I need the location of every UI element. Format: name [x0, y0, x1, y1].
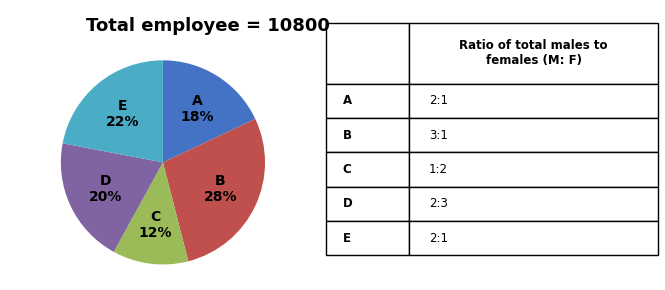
Text: Ratio of total males to
females (M: F): Ratio of total males to females (M: F): [460, 39, 608, 67]
Text: C
12%: C 12%: [138, 210, 172, 240]
Text: E: E: [342, 231, 350, 244]
Bar: [409, 186, 658, 221]
Wedge shape: [63, 60, 163, 162]
Text: B
28%: B 28%: [203, 174, 237, 204]
Bar: [409, 221, 658, 255]
Bar: [409, 84, 658, 118]
Text: E
22%: E 22%: [106, 99, 140, 129]
Wedge shape: [163, 60, 255, 162]
Text: 1:2: 1:2: [429, 163, 448, 176]
Bar: [326, 23, 409, 84]
Bar: [326, 84, 409, 118]
Text: 2:1: 2:1: [429, 231, 448, 244]
Wedge shape: [114, 162, 188, 264]
Text: A
18%: A 18%: [180, 94, 213, 124]
Bar: [326, 118, 409, 152]
Text: 2:3: 2:3: [429, 197, 448, 210]
Bar: [409, 152, 658, 186]
Bar: [409, 23, 658, 84]
Text: 2:1: 2:1: [429, 94, 448, 107]
Text: C: C: [342, 163, 351, 176]
Text: Total employee = 10800: Total employee = 10800: [86, 17, 331, 35]
Wedge shape: [163, 119, 265, 261]
Text: D: D: [342, 197, 352, 210]
Wedge shape: [61, 143, 163, 252]
Text: B: B: [342, 128, 352, 142]
Bar: [326, 186, 409, 221]
Bar: [409, 118, 658, 152]
Bar: [326, 152, 409, 186]
Text: A: A: [342, 94, 352, 107]
Text: 3:1: 3:1: [429, 128, 448, 142]
Text: D
20%: D 20%: [89, 174, 122, 204]
Bar: [326, 221, 409, 255]
